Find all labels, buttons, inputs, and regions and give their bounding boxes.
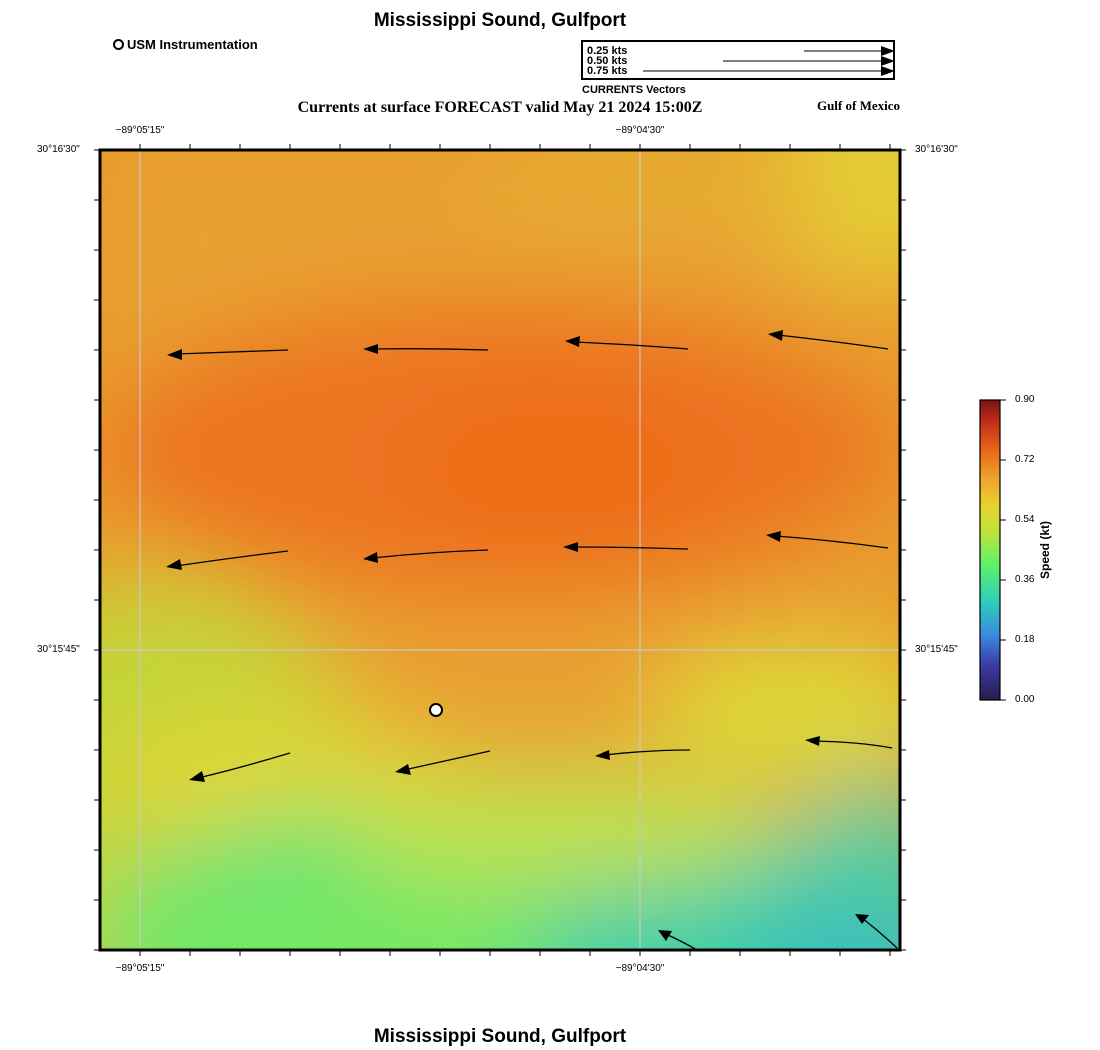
vector-legend-arrows: [643, 46, 895, 76]
colorbar-tick-label: 0.18: [1015, 634, 1035, 645]
vector-legend-entry-1: 0.25 kts: [587, 45, 628, 57]
speed-colorbar: [979, 399, 1006, 701]
colorbar-tick-label: 0.90: [1015, 394, 1035, 405]
region-label: Gulf of Mexico: [816, 98, 900, 113]
colorbar-title: Speed (kt): [1038, 520, 1052, 580]
current-vectors: [175, 334, 898, 951]
map-title: Mississippi Sound, Gulfport: [373, 10, 627, 31]
speed-field: [100, 150, 900, 950]
map-footer-title: Mississippi Sound, Gulfport: [373, 1026, 627, 1047]
current-vector-heads: [166, 330, 869, 941]
lat-label-mid-left: 30°15'45": [37, 644, 80, 655]
colorbar-tick-label: 0.54: [1015, 514, 1035, 525]
lon-label-top-2: −89°04'30": [615, 125, 665, 136]
vector-legend-box: 0.25 kts 0.50 kts 0.75 kts: [581, 40, 895, 80]
colorbar-tick-label: 0.00: [1015, 694, 1035, 705]
graticule: [100, 150, 900, 950]
frame-ticks: [94, 144, 906, 956]
lon-label-bottom-1: −89°05'15": [115, 963, 165, 974]
lat-label-mid-right: 30°15'45": [915, 644, 958, 655]
lon-label-bottom-2: −89°04'30": [615, 963, 665, 974]
map-subtitle: Currents at surface FORECAST valid May 2…: [297, 99, 703, 116]
vector-legend-caption: CURRENTS Vectors: [582, 84, 686, 96]
colorbar-tick-label: 0.36: [1015, 574, 1035, 585]
vector-legend-entry-3: 0.75 kts: [587, 65, 628, 77]
usm-station-marker[interactable]: [429, 703, 443, 717]
colorbar-tick-label: 0.72: [1015, 454, 1035, 465]
lat-label-top-right: 30°16'30": [915, 144, 958, 155]
vector-legend-entry-2: 0.50 kts: [587, 55, 628, 67]
station-circle-icon: [113, 39, 124, 50]
lat-label-top-left: 30°16'30": [37, 144, 80, 155]
station-legend-label: USM Instrumentation: [127, 37, 258, 52]
station-legend: USM Instrumentation: [113, 37, 258, 52]
lon-label-top-1: −89°05'15": [115, 125, 165, 136]
